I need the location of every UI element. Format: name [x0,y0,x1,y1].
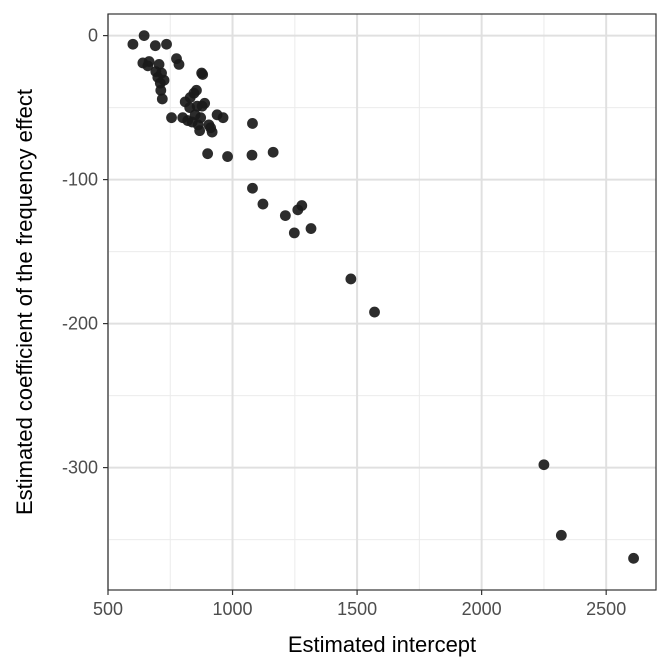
y-tick-label: -100 [62,170,98,190]
data-point [161,38,172,50]
data-point [149,40,161,52]
y-tick-label: -200 [62,314,98,334]
x-tick-labels: 500 1000 1500 2000 2500 [93,599,626,619]
x-tick-label: 1500 [337,599,377,619]
x-tick-label: 1000 [213,599,253,619]
data-point [246,149,258,161]
data-point [138,30,150,41]
y-tick-label: -300 [62,458,98,478]
data-point [267,146,279,158]
data-point [369,306,380,318]
y-tick-label: 0 [88,26,98,46]
data-point [153,59,165,70]
axis-ticks [103,34,607,595]
data-point [194,125,206,137]
data-point [257,198,269,210]
data-point [166,112,177,124]
data-point [538,459,550,471]
data-point [247,182,258,194]
data-point [555,529,567,541]
data-point [279,210,291,222]
data-point [305,223,317,234]
data-point [143,56,155,67]
x-tick-label: 2500 [586,599,626,619]
data-point [155,84,167,96]
data-point [173,59,185,70]
data-point [158,74,170,86]
data-point [202,148,214,160]
plot-border [107,13,657,591]
data-point [156,93,168,105]
data-point [199,97,211,109]
data-points [127,30,639,564]
data-point [217,112,229,124]
data-point [296,200,308,211]
x-tick-label: 500 [93,599,123,619]
data-point [197,69,209,80]
data-point [206,126,218,138]
data-point [288,227,300,239]
data-point [191,84,202,96]
y-tick-labels: 0 -100 -200 -300 [62,26,98,478]
y-axis-title: Estimated coefficient of the frequency e… [12,89,37,515]
data-point [222,151,233,162]
data-point [247,118,258,129]
data-point [195,112,207,124]
data-point [345,273,357,285]
data-point [127,38,139,50]
x-axis-title: Estimated intercept [288,632,476,657]
data-point [628,552,639,564]
x-tick-label: 2000 [462,599,502,619]
